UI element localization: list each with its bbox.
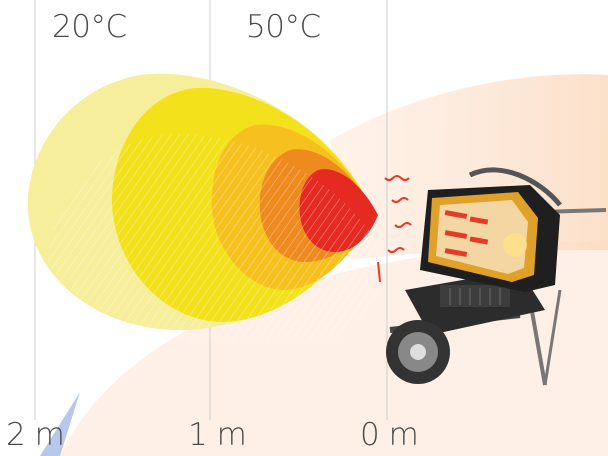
distance-label-1m: 1 m xyxy=(188,417,247,453)
temperature-label-50c: 50°C xyxy=(246,9,321,45)
temperature-label-20c: 20°C xyxy=(52,9,127,45)
heat-zones xyxy=(20,60,380,340)
distance-label-0m: 0 m xyxy=(360,417,419,453)
infrared-diesel-heater-icon xyxy=(377,167,607,386)
distance-label-2m: 2 m xyxy=(6,417,65,453)
corner-shard xyxy=(40,392,80,456)
